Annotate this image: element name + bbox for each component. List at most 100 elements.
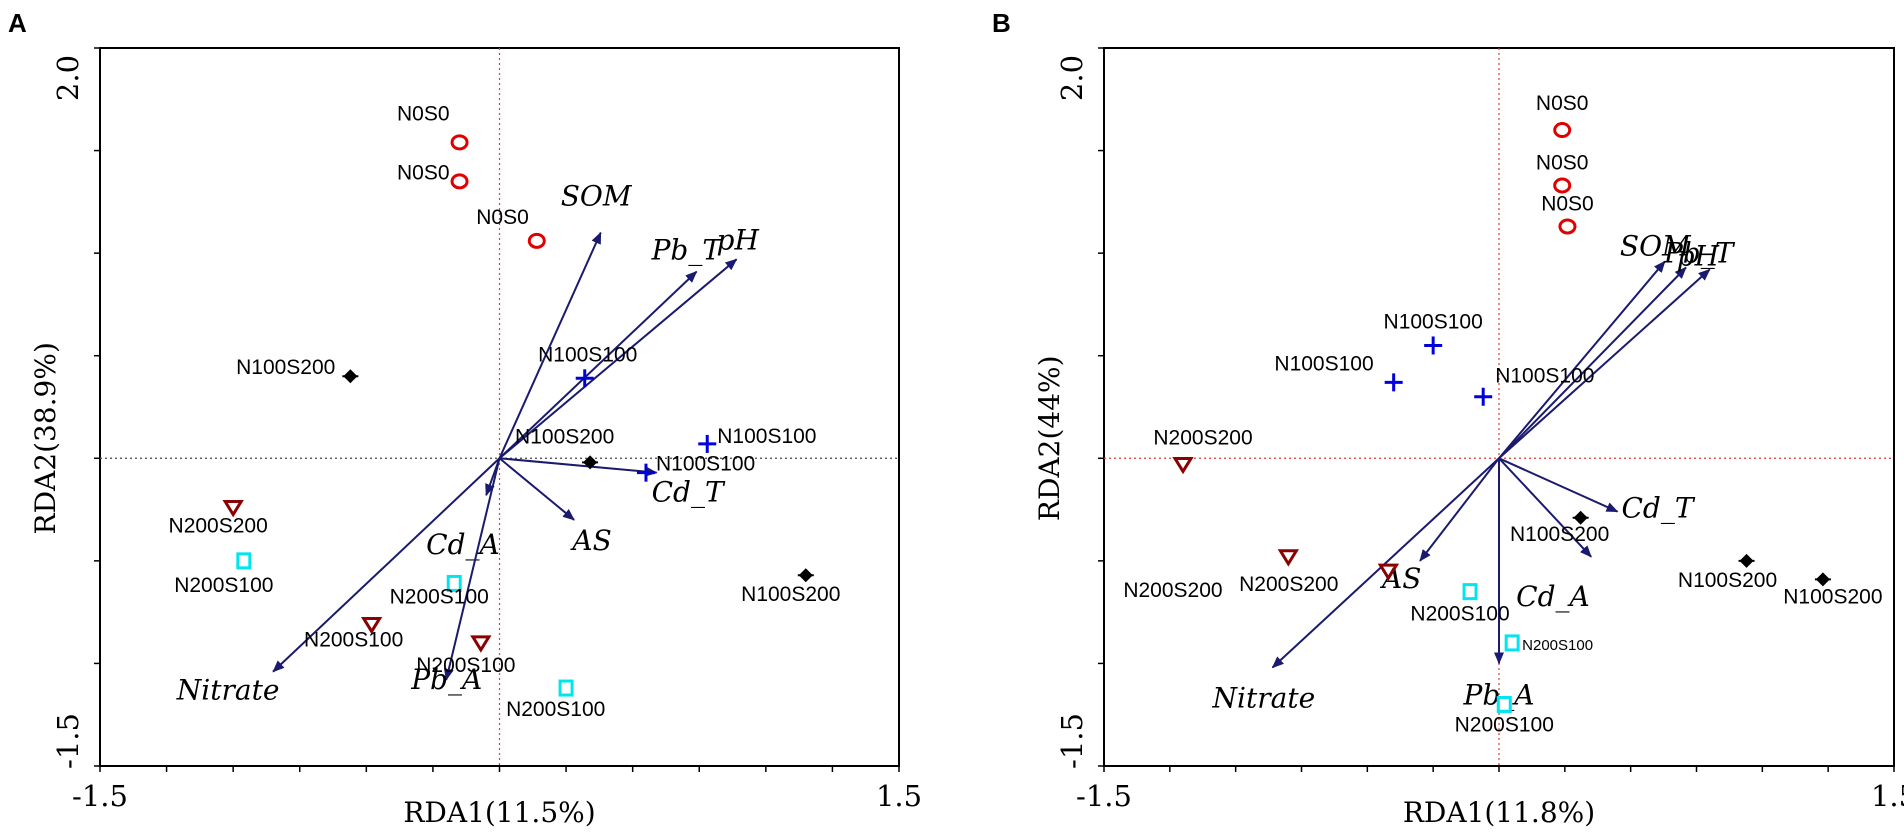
sample-point-12 (1462, 583, 1478, 601)
sample-label-3: N100S200 (236, 356, 335, 379)
vector-arrow-as (1419, 457, 1500, 562)
sample-label-7: N100S100 (656, 453, 755, 476)
sample-point-2 (1558, 218, 1577, 235)
x-tick-label-min: -1.5 (1076, 779, 1132, 813)
vector-label-ph: pH (717, 223, 760, 256)
sample-point-14 (1496, 695, 1512, 713)
vector-label-pb_t: Pb_T (1663, 237, 1736, 270)
sample-label-13: N200S100 (1522, 637, 1593, 654)
sample-label-8: N200S200 (1239, 573, 1338, 596)
y-axis-title: RDA2(38.9%) (29, 342, 62, 534)
sample-label-10: N100S200 (1678, 569, 1777, 592)
x-axis-title: RDA1(11.8%) (1403, 796, 1595, 829)
sample-label-3: N100S100 (1384, 310, 1483, 333)
vector-arrow-pb_t (498, 270, 698, 460)
panel-letter: A (8, 8, 27, 38)
vector-label-ph: pH (1677, 240, 1720, 273)
sample-label-0: N0S0 (1536, 92, 1589, 115)
sample-point-13 (470, 635, 492, 653)
sample-point-6 (1172, 456, 1194, 475)
sample-point-9 (222, 500, 244, 518)
sample-label-12: N200S100 (304, 628, 403, 651)
vector-arrow-cd_t (499, 457, 658, 477)
sample-label-1: N0S0 (1536, 151, 1589, 174)
vector-arrow-pb_t (1498, 266, 1687, 459)
sample-label-12: N200S100 (1410, 603, 1509, 626)
sample-point-11 (446, 574, 462, 592)
sample-point-0 (1553, 122, 1572, 139)
vector-label-som: SOM (1620, 229, 1692, 262)
vector-label-nitrate: Nitrate (176, 674, 280, 707)
panel-letter: B (992, 8, 1011, 38)
vector-arrow-cd_t (1498, 457, 1619, 513)
vector-label-som: SOM (561, 180, 633, 213)
vector-arrow-nitrate (272, 457, 501, 673)
vector-label-cd_t: Cd_T (652, 476, 726, 509)
vector-label-nitrate: Nitrate (1212, 682, 1316, 715)
vector-label-as: AS (1379, 562, 1421, 595)
x-tick-label-max: 1.5 (876, 779, 922, 813)
vector-arrow-ph (1498, 268, 1711, 460)
sample-point-7 (1277, 549, 1300, 567)
vector-label-as: AS (569, 524, 611, 557)
sample-label-4: N100S100 (1274, 352, 1373, 375)
sample-point-10 (236, 552, 252, 570)
y-axis-title: RDA2(44%) (1033, 355, 1066, 521)
sample-label-2: N0S0 (1541, 192, 1594, 215)
sample-point-9 (1572, 510, 1589, 525)
vector-label-pb_a: Pb_A (410, 663, 482, 696)
y-tick-label-min: -1.5 (1055, 713, 1089, 769)
sample-label-5: N100S100 (717, 425, 816, 448)
vector-arrow-nitrate (1271, 457, 1500, 669)
sample-label-5: N100S100 (1495, 365, 1594, 388)
sample-label-1: N0S0 (397, 161, 450, 184)
sample-point-8 (1377, 563, 1400, 581)
sample-point-3 (342, 369, 359, 384)
sample-label-7: N200S200 (1123, 579, 1222, 602)
sample-label-14: N200S100 (506, 698, 605, 721)
sample-label-2: N0S0 (476, 206, 529, 229)
panel-b: B -1.5 1.5 2.0 -1.5 RDA1(11.8%) RDA2(44%) SOMPb… (992, 8, 1904, 829)
sample-point-0 (450, 134, 469, 151)
sample-point-1 (1553, 177, 1572, 194)
panel-a: A -1.5 1.5 2.0 -1.5 RDA1(11.5%) RDA2(38.9%) SOM… (8, 8, 922, 829)
sample-label-8: N100S200 (741, 583, 840, 606)
sample-label-9: N100S200 (1510, 523, 1609, 546)
x-axis-title: RDA1(11.5%) (403, 796, 595, 829)
sample-point-11 (1814, 572, 1831, 587)
vector-label-pb_t: Pb_T (651, 234, 724, 267)
sample-point-10 (1738, 553, 1755, 568)
sample-label-11: N100S200 (1783, 585, 1882, 608)
vector-arrow-cd_a (1498, 457, 1592, 558)
vector-label-cd_a: Cd_A (426, 528, 500, 561)
sample-label-10: N200S100 (174, 574, 273, 597)
x-tick-label-max: 1.5 (1871, 779, 1904, 813)
sample-point-14 (558, 679, 574, 697)
vector-arrow-pb_a (443, 458, 501, 681)
sample-point-7 (636, 463, 655, 482)
sample-label-0: N0S0 (397, 102, 450, 125)
sample-point-12 (360, 616, 383, 635)
sample-point-4 (575, 369, 594, 388)
x-tick-label-min: -1.5 (72, 779, 128, 813)
sample-label-11: N200S100 (390, 585, 489, 608)
sample-point-13 (1504, 634, 1520, 652)
sample-point-1 (450, 173, 469, 190)
y-tick-label-max: 2.0 (1055, 55, 1089, 101)
sample-label-6: N100S200 (515, 425, 614, 448)
sample-label-6: N200S200 (1153, 426, 1252, 449)
vector-arrow-som (1498, 260, 1666, 459)
vector-arrow-ph (498, 258, 738, 460)
sample-point-4 (1384, 373, 1403, 392)
sample-point-3 (1424, 336, 1443, 355)
sample-point-5 (1474, 387, 1493, 406)
y-tick-label-max: 2.0 (51, 55, 85, 101)
sample-label-14: N200S100 (1455, 713, 1554, 736)
sample-point-5 (698, 434, 717, 453)
sample-point-8 (797, 568, 814, 583)
sample-label-13: N200S100 (416, 654, 515, 677)
sample-point-6 (582, 455, 599, 470)
vector-arrow-som (498, 231, 602, 459)
sample-point-2 (527, 232, 546, 249)
